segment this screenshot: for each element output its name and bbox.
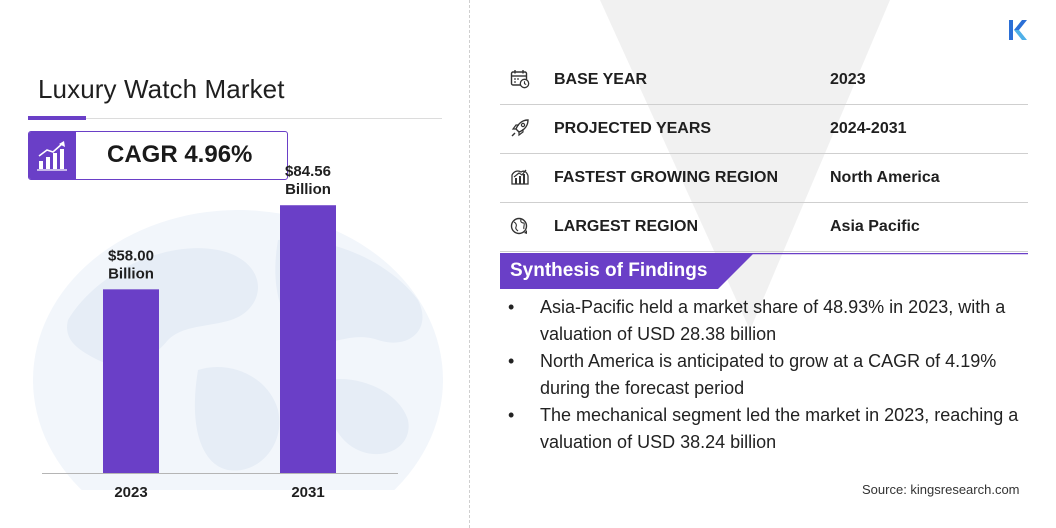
detail-row-base-year: BASE YEAR 2023 bbox=[500, 56, 1028, 105]
market-details-table: BASE YEAR 2023 PROJECTED YEARS 2024-2031… bbox=[500, 56, 1028, 252]
finding-item: • Asia-Pacific held a market share of 48… bbox=[508, 294, 1028, 348]
title-accent-bar bbox=[28, 116, 86, 120]
rocket-icon bbox=[511, 119, 529, 137]
detail-value: 2024-2031 bbox=[830, 120, 907, 137]
findings-list: • Asia-Pacific held a market share of 48… bbox=[508, 294, 1028, 456]
synthesis-header-bar bbox=[500, 253, 1028, 289]
detail-value: Asia Pacific bbox=[830, 218, 920, 235]
section-divider bbox=[469, 0, 470, 528]
title-underline bbox=[28, 118, 442, 119]
data-label-2023: Billion bbox=[108, 265, 154, 282]
cagr-value: CAGR 4.96% bbox=[107, 141, 253, 168]
globe-icon bbox=[510, 217, 528, 235]
finding-text: Asia-Pacific held a market share of 48.9… bbox=[540, 297, 1006, 344]
detail-label: BASE YEAR bbox=[554, 71, 648, 88]
detail-label: FASTEST GROWING REGION bbox=[554, 169, 779, 186]
data-label-2023: $58.00 bbox=[108, 247, 154, 264]
detail-row-fastest-region: FASTEST GROWING REGION North America bbox=[500, 154, 1028, 203]
x-tick-label: 2031 bbox=[291, 484, 324, 501]
finding-text: The mechanical segment led the market in… bbox=[540, 405, 1019, 452]
bullet: • bbox=[508, 351, 515, 371]
background-wedge bbox=[600, 0, 890, 330]
bullet: • bbox=[508, 405, 515, 425]
detail-value: 2023 bbox=[830, 71, 866, 88]
data-label-2031: $84.56 bbox=[285, 163, 331, 180]
detail-value: North America bbox=[830, 169, 940, 186]
page-title: Luxury Watch Market bbox=[38, 74, 285, 104]
bullet: • bbox=[508, 297, 515, 317]
bar-2031 bbox=[280, 205, 336, 473]
growth-chart-icon bbox=[29, 132, 76, 179]
finding-text: North America is anticipated to grow at … bbox=[540, 351, 997, 398]
bar-2023 bbox=[103, 289, 159, 473]
synthesis-title: Synthesis of Findings bbox=[510, 260, 708, 281]
detail-label: LARGEST REGION bbox=[554, 218, 699, 235]
kings-research-logo bbox=[1009, 20, 1027, 40]
detail-row-largest-region: LARGEST REGION Asia Pacific bbox=[500, 203, 1028, 252]
source-credit: Source: kingsresearch.com bbox=[862, 482, 1020, 497]
detail-row-projected-years: PROJECTED YEARS 2024-2031 bbox=[500, 105, 1028, 154]
finding-item: • North America is anticipated to grow a… bbox=[508, 348, 1028, 402]
data-label-2031: Billion bbox=[285, 181, 331, 198]
finding-item: • The mechanical segment led the market … bbox=[508, 402, 1028, 456]
cagr-badge: CAGR 4.96% bbox=[28, 131, 288, 180]
detail-label: PROJECTED YEARS bbox=[554, 120, 712, 137]
x-tick-label: 2023 bbox=[114, 484, 147, 501]
region-growth-icon bbox=[511, 169, 529, 185]
calendar-icon bbox=[510, 70, 530, 89]
